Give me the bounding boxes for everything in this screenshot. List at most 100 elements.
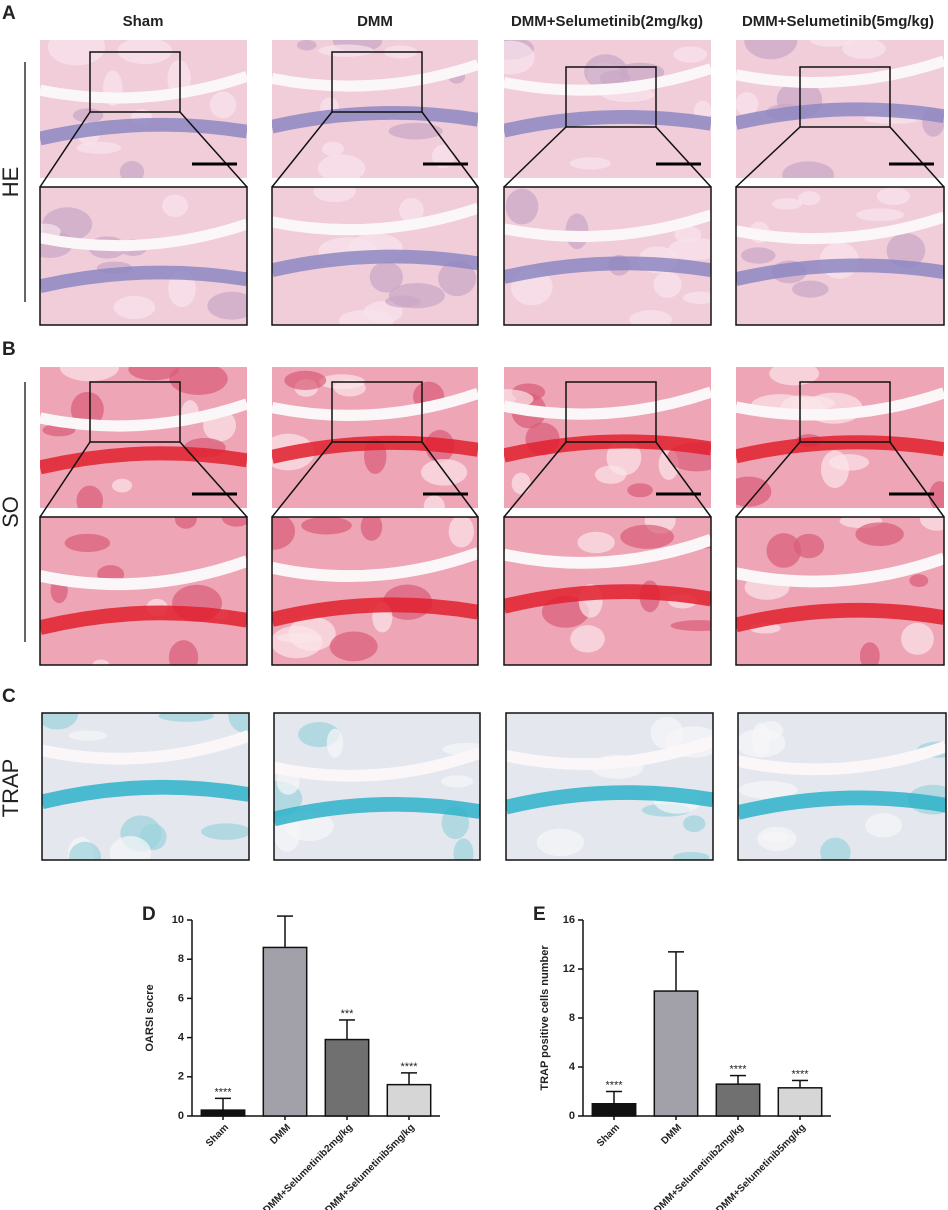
significance-label: **** <box>729 1063 747 1075</box>
row-label: SO <box>0 496 23 528</box>
zoom-line <box>271 111 333 188</box>
image-frame <box>271 516 479 666</box>
tissue-blob <box>741 247 776 264</box>
panel-label: C <box>2 686 16 707</box>
tissue-blob <box>272 517 296 550</box>
zoom-line <box>735 126 801 188</box>
cartilage-band <box>274 796 480 827</box>
zoom-box <box>89 51 181 113</box>
y-axis-label: TRAP positive cells number <box>539 945 551 1091</box>
image-frame <box>271 186 479 326</box>
joint-space <box>42 730 249 765</box>
tissue-blob <box>201 823 249 840</box>
tissue-blob <box>47 40 106 66</box>
joint-space <box>272 202 478 236</box>
cartilage-band <box>40 605 247 635</box>
y-tick-label: 16 <box>563 914 575 926</box>
image-frame <box>503 186 712 326</box>
panel-label: E <box>533 904 546 925</box>
zoom-line <box>889 126 945 188</box>
tissue-blob <box>76 485 104 508</box>
column-header: DMM+Selumetinib(5mg/kg) <box>742 13 934 30</box>
y-tick-label: 8 <box>569 1012 575 1024</box>
tissue-blob <box>438 260 477 297</box>
joint-space <box>40 71 247 104</box>
zoom-line <box>655 441 712 518</box>
tissue-blob <box>569 157 611 170</box>
tissue-blob <box>326 728 344 758</box>
histology-image <box>504 367 711 508</box>
zoom-line <box>655 126 712 188</box>
histology-image <box>272 367 478 508</box>
tissue-blob <box>901 622 934 655</box>
tissue-blob <box>683 815 706 833</box>
histology-image <box>40 40 247 178</box>
x-tick-label: DMM <box>268 1122 293 1147</box>
tissue-blob <box>360 517 383 541</box>
tissue-blob <box>842 40 886 59</box>
histology-image <box>274 713 480 860</box>
cartilage-band <box>506 785 713 815</box>
image-frame <box>735 516 945 666</box>
y-tick-label: 10 <box>172 914 184 926</box>
tissue-blob <box>117 40 173 65</box>
zoom-line <box>421 441 479 518</box>
tissue-blob <box>228 713 249 734</box>
tissue-blob <box>109 836 152 860</box>
image-frame <box>737 712 947 861</box>
cartilage-band <box>272 435 478 464</box>
histology-image <box>736 517 944 665</box>
histology-image <box>272 517 478 665</box>
zoom-box <box>565 66 657 128</box>
joint-space <box>736 387 944 421</box>
histology-image <box>738 713 946 860</box>
tissue-blob <box>338 309 394 325</box>
y-tick-label: 8 <box>178 953 184 965</box>
cartilage-band <box>504 256 711 284</box>
cartilage-band <box>272 249 478 277</box>
tissue-blob <box>668 237 711 261</box>
tissue-blob <box>771 198 803 210</box>
histology-image <box>504 40 711 178</box>
tissue-blob <box>584 54 628 90</box>
tissue-blob <box>620 524 674 549</box>
histology-image <box>736 187 944 325</box>
cartilage-band <box>738 790 946 820</box>
bar <box>386 1083 432 1117</box>
zoom-box <box>799 381 891 443</box>
tissue-blob <box>158 713 214 722</box>
zoom-box <box>565 381 657 443</box>
histology-image <box>42 713 249 860</box>
significance-label: *** <box>341 1008 355 1020</box>
joint-space <box>736 552 944 588</box>
tissue-blob <box>42 713 79 730</box>
histology-image <box>40 517 247 665</box>
y-tick-label: 4 <box>569 1061 576 1073</box>
zoom-box <box>331 51 423 113</box>
zoom-line <box>735 441 801 518</box>
tissue-blob <box>313 187 356 203</box>
tissue-blob <box>441 775 474 788</box>
joint-space <box>504 534 711 569</box>
tissue-blob <box>321 141 344 157</box>
tissue-blob <box>793 533 825 559</box>
histology-image <box>272 187 478 325</box>
tissue-blob <box>207 291 247 320</box>
tissue-blob <box>865 813 902 838</box>
cartilage-band <box>40 117 247 146</box>
tissue-blob <box>809 40 853 47</box>
histology-image <box>40 187 247 325</box>
joint-space <box>40 218 247 252</box>
histology-image <box>272 40 478 178</box>
joint-space <box>736 55 944 89</box>
image-frame <box>505 712 714 861</box>
cartilage-band <box>736 102 944 130</box>
tissue-blob <box>798 191 821 206</box>
tissue-blob <box>431 144 455 169</box>
histology-image <box>40 367 247 508</box>
panel-label: D <box>142 904 156 925</box>
tissue-blob <box>505 188 539 225</box>
y-tick-label: 0 <box>178 1110 184 1122</box>
tissue-blob <box>68 841 102 860</box>
tissue-blob <box>682 291 711 304</box>
